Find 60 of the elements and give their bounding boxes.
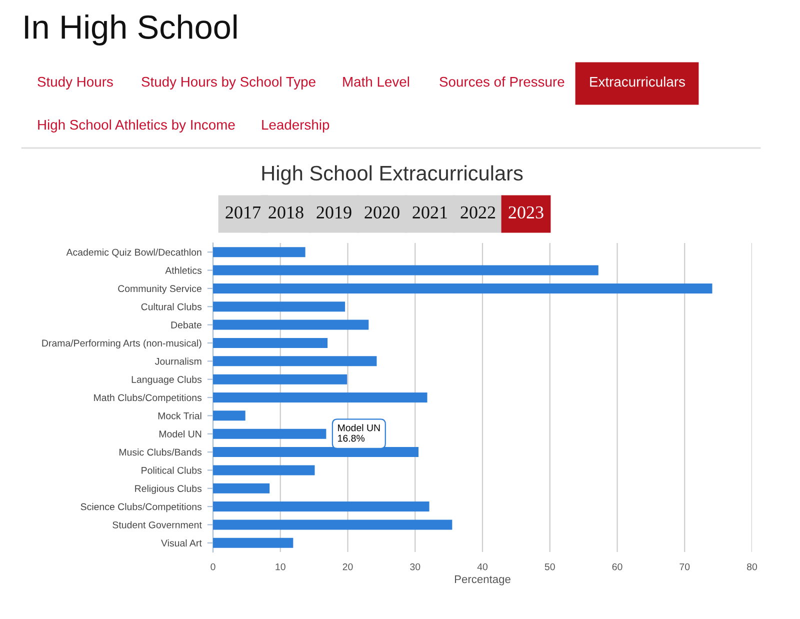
x-tick-label: 10: [276, 563, 286, 570]
annotation: Model UN 16.8%: [338, 424, 380, 442]
y-tick-label: Journalism: [155, 358, 202, 365]
x-axis-title: Percentage: [455, 575, 510, 586]
text: 2023: [508, 206, 544, 219]
bar: [213, 483, 270, 494]
x-tick-label: 20: [342, 563, 353, 570]
y-tick-label: Math Clubs/Competitions: [94, 394, 202, 404]
text: 2022: [460, 206, 496, 219]
bar: [213, 428, 326, 439]
text: High School Athletics by Income: [38, 120, 235, 132]
y-tick-label: Cultural Clubs: [141, 303, 202, 310]
source-note: Sources of Pressure: [440, 76, 564, 87]
x-tick-label: 60: [612, 563, 622, 570]
bar: [213, 520, 452, 530]
bar: [213, 374, 348, 384]
bar: [213, 320, 369, 330]
bar: [213, 302, 346, 312]
y-tick-label: Drama/Performing Arts (non-musical): [42, 339, 202, 349]
x-tick-label: 80: [747, 563, 758, 570]
bar: [213, 502, 430, 512]
text: In High School: [25, 14, 237, 46]
y-tick-label: Academic Quiz Bowl/Decathlon: [66, 248, 202, 258]
text: Leadership: [262, 120, 330, 132]
text: 2020: [364, 206, 400, 219]
y-tick-label: Religious Clubs: [135, 484, 202, 494]
text: 2021: [412, 206, 447, 219]
bar: [213, 465, 315, 476]
x-tick-label: 70: [680, 563, 690, 570]
bar: [213, 410, 246, 421]
x-tick-label: 40: [477, 563, 488, 570]
x-tick-label: 30: [410, 563, 420, 570]
text: Extracurriculars: [590, 76, 685, 87]
bar: [213, 392, 428, 402]
bar: [213, 247, 306, 258]
text: Study Hours: [38, 76, 113, 90]
y-tick-label: Community Service: [118, 284, 202, 294]
bar: [213, 538, 294, 548]
y-tick-label: Language Clubs: [132, 376, 202, 385]
text: Math Level: [343, 76, 410, 87]
text: 2019: [316, 206, 352, 219]
y-tick-label: Science Clubs/Competitions: [80, 503, 202, 512]
text: Study Hours by School Type: [142, 76, 316, 90]
x-tick-label: 50: [544, 563, 555, 570]
bar: [213, 283, 712, 294]
y-tick-label: Visual Art: [161, 539, 202, 547]
y-tick-label: Music Clubs/Bands: [119, 448, 202, 456]
y-tick-label: Athletics: [165, 266, 202, 274]
y-tick-label: Debate: [171, 321, 202, 328]
chart-title: High School Extracurriculars: [262, 165, 523, 185]
y-tick-label: Mock Trial: [158, 412, 202, 420]
bar: [213, 265, 598, 276]
bar: [213, 338, 328, 348]
bar: [213, 356, 377, 366]
text: 2017: [226, 206, 261, 219]
y-tick-label: Model UN: [159, 430, 202, 438]
text: 2018: [268, 206, 304, 219]
y-tick-label: Student Government: [112, 521, 202, 528]
x-tick-label: 0: [210, 563, 216, 570]
y-tick-label: Political Clubs: [142, 466, 202, 474]
